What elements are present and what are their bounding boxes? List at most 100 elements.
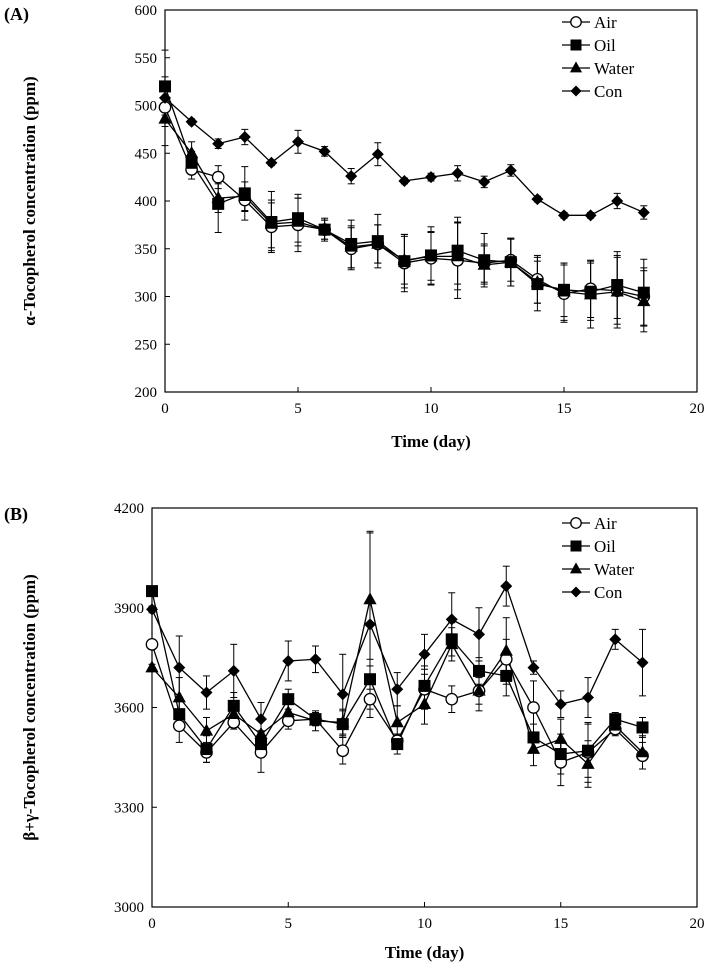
x-tick-label: 20 [690, 401, 705, 417]
data-point [609, 633, 622, 646]
data-point [281, 705, 295, 718]
legend-label: Oil [594, 537, 616, 556]
panel-b: (B) 3000 3300 3600 3900 4200 0 5 10 15 20 Time (day… [4, 501, 705, 962]
data-point [445, 613, 458, 626]
legend-marker-con [570, 586, 582, 598]
data-point [363, 692, 377, 706]
data-point [308, 713, 323, 726]
data-point [500, 669, 513, 682]
panel-label: (A) [4, 4, 29, 25]
data-point [200, 686, 213, 699]
y-tick-label: 350 [135, 242, 158, 258]
data-point [345, 170, 358, 183]
data-point [227, 706, 241, 719]
data-point [254, 726, 268, 739]
data-point [527, 731, 540, 744]
legend-label: Con [594, 82, 623, 101]
data-point [227, 664, 240, 677]
series-water [161, 110, 648, 333]
x-tick-label: 15 [553, 916, 568, 932]
data-point [159, 80, 171, 93]
data-point [610, 284, 624, 297]
data-point [527, 661, 540, 674]
legend-marker-water [569, 562, 583, 574]
data-point [309, 653, 322, 666]
data-point [336, 688, 349, 701]
data-point [584, 209, 597, 222]
legend-label: Con [594, 583, 623, 602]
data-point [397, 253, 411, 266]
data-point [371, 236, 385, 249]
data-point [172, 690, 186, 703]
data-point [582, 691, 594, 704]
data-point [398, 174, 411, 187]
data-point [265, 156, 278, 169]
legend-label: Oil [594, 36, 616, 55]
markers-water [158, 111, 651, 307]
data-point [608, 718, 622, 731]
data-point [363, 592, 377, 605]
data-point [527, 701, 540, 714]
x-axis-label: Time (day) [391, 432, 471, 451]
x-tick-label: 20 [690, 916, 705, 932]
legend-marker-oil [570, 39, 582, 51]
y-tick-label: 250 [135, 337, 158, 353]
data-point [212, 137, 225, 150]
data-point [344, 239, 358, 252]
data-point [292, 135, 304, 148]
data-point [477, 257, 491, 270]
data-point [504, 254, 518, 267]
data-point [264, 216, 278, 229]
data-point [145, 660, 159, 673]
data-point [336, 744, 350, 758]
data-point [336, 715, 350, 728]
data-point [159, 91, 171, 104]
y-axis-label: β+γ-Tocopherol concentration (ppm) [20, 574, 39, 840]
data-point [255, 738, 267, 751]
y-tick-label: 500 [135, 99, 158, 115]
data-point [173, 661, 186, 674]
data-point [582, 744, 594, 757]
y-tick-label: 4200 [114, 501, 144, 517]
markers-water [145, 592, 650, 769]
data-point [238, 131, 251, 144]
data-point [227, 699, 240, 712]
data-point [318, 145, 331, 158]
data-point [255, 713, 267, 726]
legend-marker-con [570, 85, 582, 97]
data-point [364, 673, 376, 686]
data-point [418, 679, 431, 692]
x-tick-label: 0 [148, 916, 156, 932]
data-point [185, 146, 199, 159]
series-line [164, 97, 645, 216]
data-point [451, 167, 464, 180]
legend: Air Oil Water Con [562, 514, 634, 602]
data-point [282, 654, 295, 667]
series-con [161, 49, 648, 220]
data-point [636, 656, 649, 669]
data-point [473, 664, 485, 677]
data-point [185, 156, 198, 169]
y-axis-label: α-Tocopherol concentration (ppm) [20, 76, 39, 325]
legend-label: Water [594, 560, 634, 579]
data-point [390, 715, 404, 728]
data-point [364, 618, 376, 631]
y-tick-label: 3900 [114, 601, 144, 617]
data-point [478, 175, 491, 188]
data-point [584, 287, 598, 300]
y-tick-label: 450 [135, 146, 158, 162]
panel-label: (B) [4, 504, 28, 525]
x-tick-label: 10 [424, 401, 439, 417]
legend-label: Air [594, 514, 617, 533]
data-point [391, 738, 404, 751]
data-point [445, 692, 459, 706]
markers-oil [146, 585, 649, 761]
data-point [146, 585, 158, 598]
data-point [611, 195, 624, 207]
data-point [211, 170, 225, 184]
legend-label: Water [594, 59, 634, 78]
legend-marker-oil [570, 540, 582, 552]
data-point [504, 164, 517, 177]
y-tick-label: 550 [135, 51, 158, 67]
data-point [554, 698, 567, 711]
